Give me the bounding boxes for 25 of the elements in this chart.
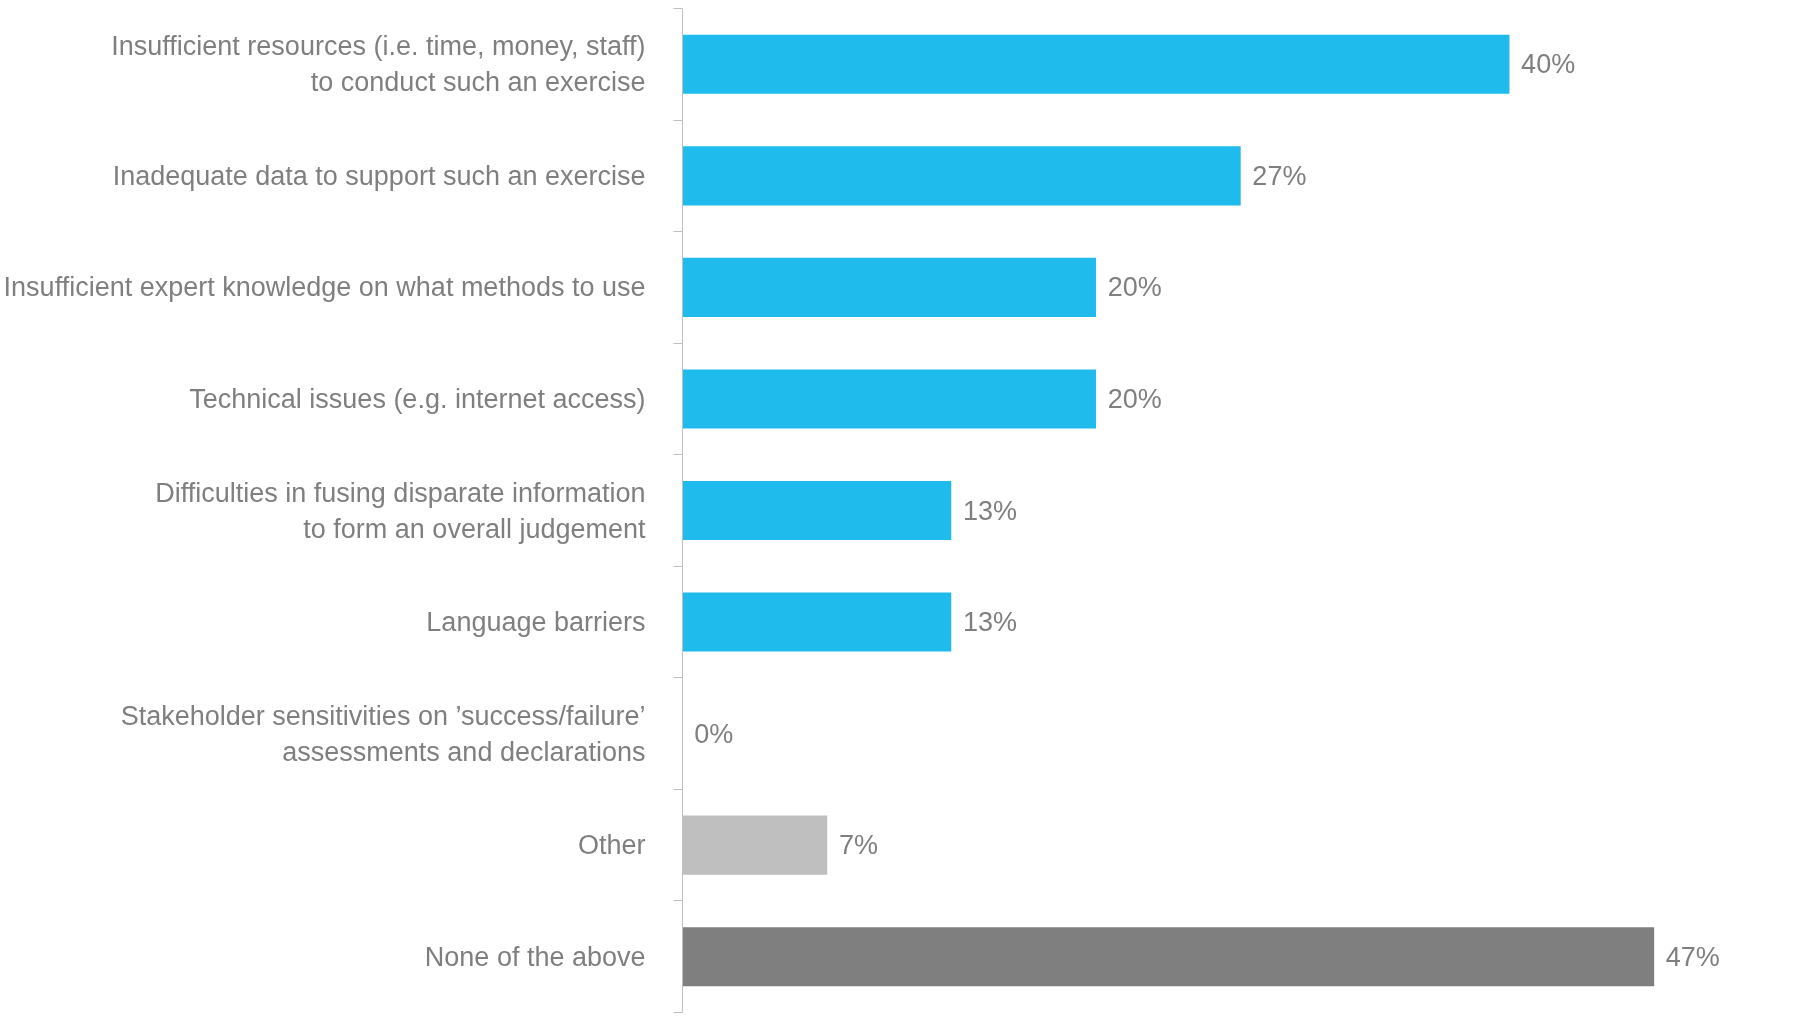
bar	[682, 592, 952, 652]
bar	[682, 34, 1510, 94]
y-tick-label: Inadequate data to support such an exercise	[112, 160, 646, 191]
y-tick-label: Other	[577, 830, 646, 861]
y-tick-label: Insufficient resources (i.e. time, money, staff) to conduct such an exercise	[111, 31, 646, 98]
bar	[682, 369, 1096, 429]
data-label: 13%	[962, 607, 1017, 638]
data-label: 40%	[1521, 49, 1576, 80]
y-tick-label: None of the above	[424, 941, 646, 972]
y-tick-label: Insufficient expert knowledge on what methods to use	[3, 272, 646, 303]
data-label: 47%	[1665, 941, 1720, 972]
y-tick-label: Language barriers	[426, 607, 646, 638]
data-label: 7%	[838, 830, 878, 861]
y-tick-label: Stakeholder sensitivities on ’success/failure’ assessments and declarations	[120, 700, 646, 767]
data-label: 13%	[962, 495, 1017, 526]
data-label: 0%	[694, 718, 734, 749]
bar	[682, 146, 1241, 206]
y-tick-label: Technical issues (e.g. internet access)	[189, 383, 646, 414]
data-label: 20%	[1107, 272, 1162, 303]
y-tick-label: Difficulties in fusing disparate information to form an overall judgement	[155, 477, 646, 544]
bar	[682, 480, 952, 541]
data-label: 27%	[1252, 160, 1307, 191]
bar	[682, 927, 1655, 987]
bar	[682, 257, 1096, 317]
data-label: 20%	[1107, 383, 1162, 414]
